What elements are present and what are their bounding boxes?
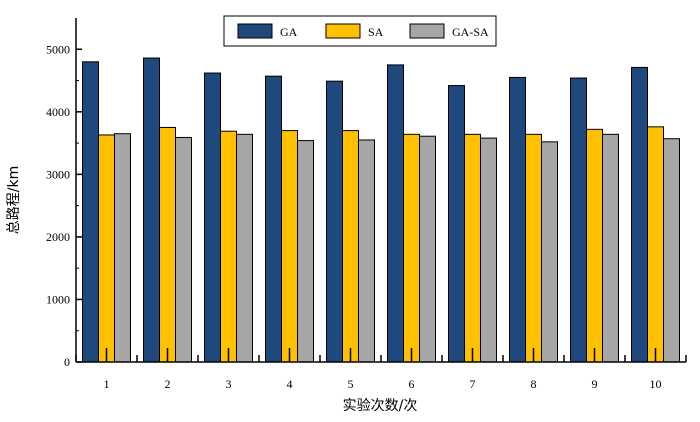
y-tick-label-1000: 1000 — [46, 292, 70, 306]
legend-label-sa: SA — [368, 25, 384, 39]
bar-sa-10 — [647, 126, 664, 363]
legend: GA SA GA-SA — [223, 15, 497, 47]
bar-ga-sa-10 — [663, 138, 680, 363]
legend-swatch-sa — [325, 23, 361, 39]
plot-area — [82, 57, 680, 363]
bar-ga-5 — [326, 80, 343, 363]
x-tick-label-3: 3 — [226, 377, 232, 391]
bar-ga-9 — [570, 77, 587, 363]
bar-sa-4 — [281, 130, 298, 363]
x-axis-title: 实验次数/次 — [343, 398, 418, 414]
bar-ga-sa-5 — [358, 139, 375, 363]
x-tick-label-5: 5 — [348, 377, 354, 391]
bar-ga-7 — [448, 85, 465, 363]
bar-ga-sa-4 — [297, 140, 314, 363]
bar-ga-sa-6 — [419, 135, 436, 363]
bar-sa-5 — [342, 130, 359, 363]
bar-ga-6 — [387, 64, 404, 363]
bar-ga-2 — [143, 57, 160, 363]
bar-sa-3 — [220, 130, 237, 363]
bar-ga-3 — [204, 72, 221, 363]
y-axis-title: 总路程/km — [6, 166, 22, 234]
legend-label-ga-sa: GA-SA — [452, 25, 489, 39]
bar-ga-4 — [265, 75, 282, 363]
legend-swatch-ga-sa — [409, 23, 445, 39]
y-axis: 0 1000 2000 3000 4000 5000 — [46, 18, 82, 369]
bar-ga-1 — [82, 61, 99, 363]
y-tick-label-3000: 3000 — [46, 167, 70, 181]
bar-ga-sa-1 — [114, 133, 131, 363]
x-tick-label-10: 10 — [650, 377, 662, 391]
x-tick-label-6: 6 — [409, 377, 415, 391]
bar-ga-sa-2 — [175, 136, 192, 363]
bar-sa-7 — [464, 133, 481, 363]
bar-sa-1 — [98, 134, 115, 363]
x-tick-label-9: 9 — [592, 377, 598, 391]
bar-ga-8 — [509, 76, 526, 363]
x-tick-label-2: 2 — [165, 377, 171, 391]
bar-ga-sa-8 — [541, 141, 558, 363]
bar-sa-8 — [525, 133, 542, 363]
x-axis: 1 2 3 4 5 6 7 8 9 10 — [75, 348, 687, 391]
y-tick-label-5000: 5000 — [46, 42, 70, 56]
bar-ga-sa-9 — [602, 133, 619, 363]
y-tick-label-4000: 4000 — [46, 105, 70, 119]
legend-label-ga: GA — [280, 25, 298, 39]
x-tick-label-8: 8 — [531, 377, 537, 391]
bar-sa-6 — [403, 133, 420, 363]
x-tick-label-4: 4 — [287, 377, 293, 391]
bar-sa-9 — [586, 128, 603, 363]
bar-ga-sa-7 — [480, 137, 497, 363]
y-tick-label-0: 0 — [64, 355, 70, 369]
y-tick-label-2000: 2000 — [46, 230, 70, 244]
x-tick-label-7: 7 — [470, 377, 476, 391]
bar-sa-2 — [159, 126, 176, 363]
x-tick-label-1: 1 — [104, 377, 110, 391]
bar-ga-10 — [631, 66, 648, 363]
legend-swatch-ga — [237, 23, 273, 39]
bar-ga-sa-3 — [236, 133, 253, 363]
